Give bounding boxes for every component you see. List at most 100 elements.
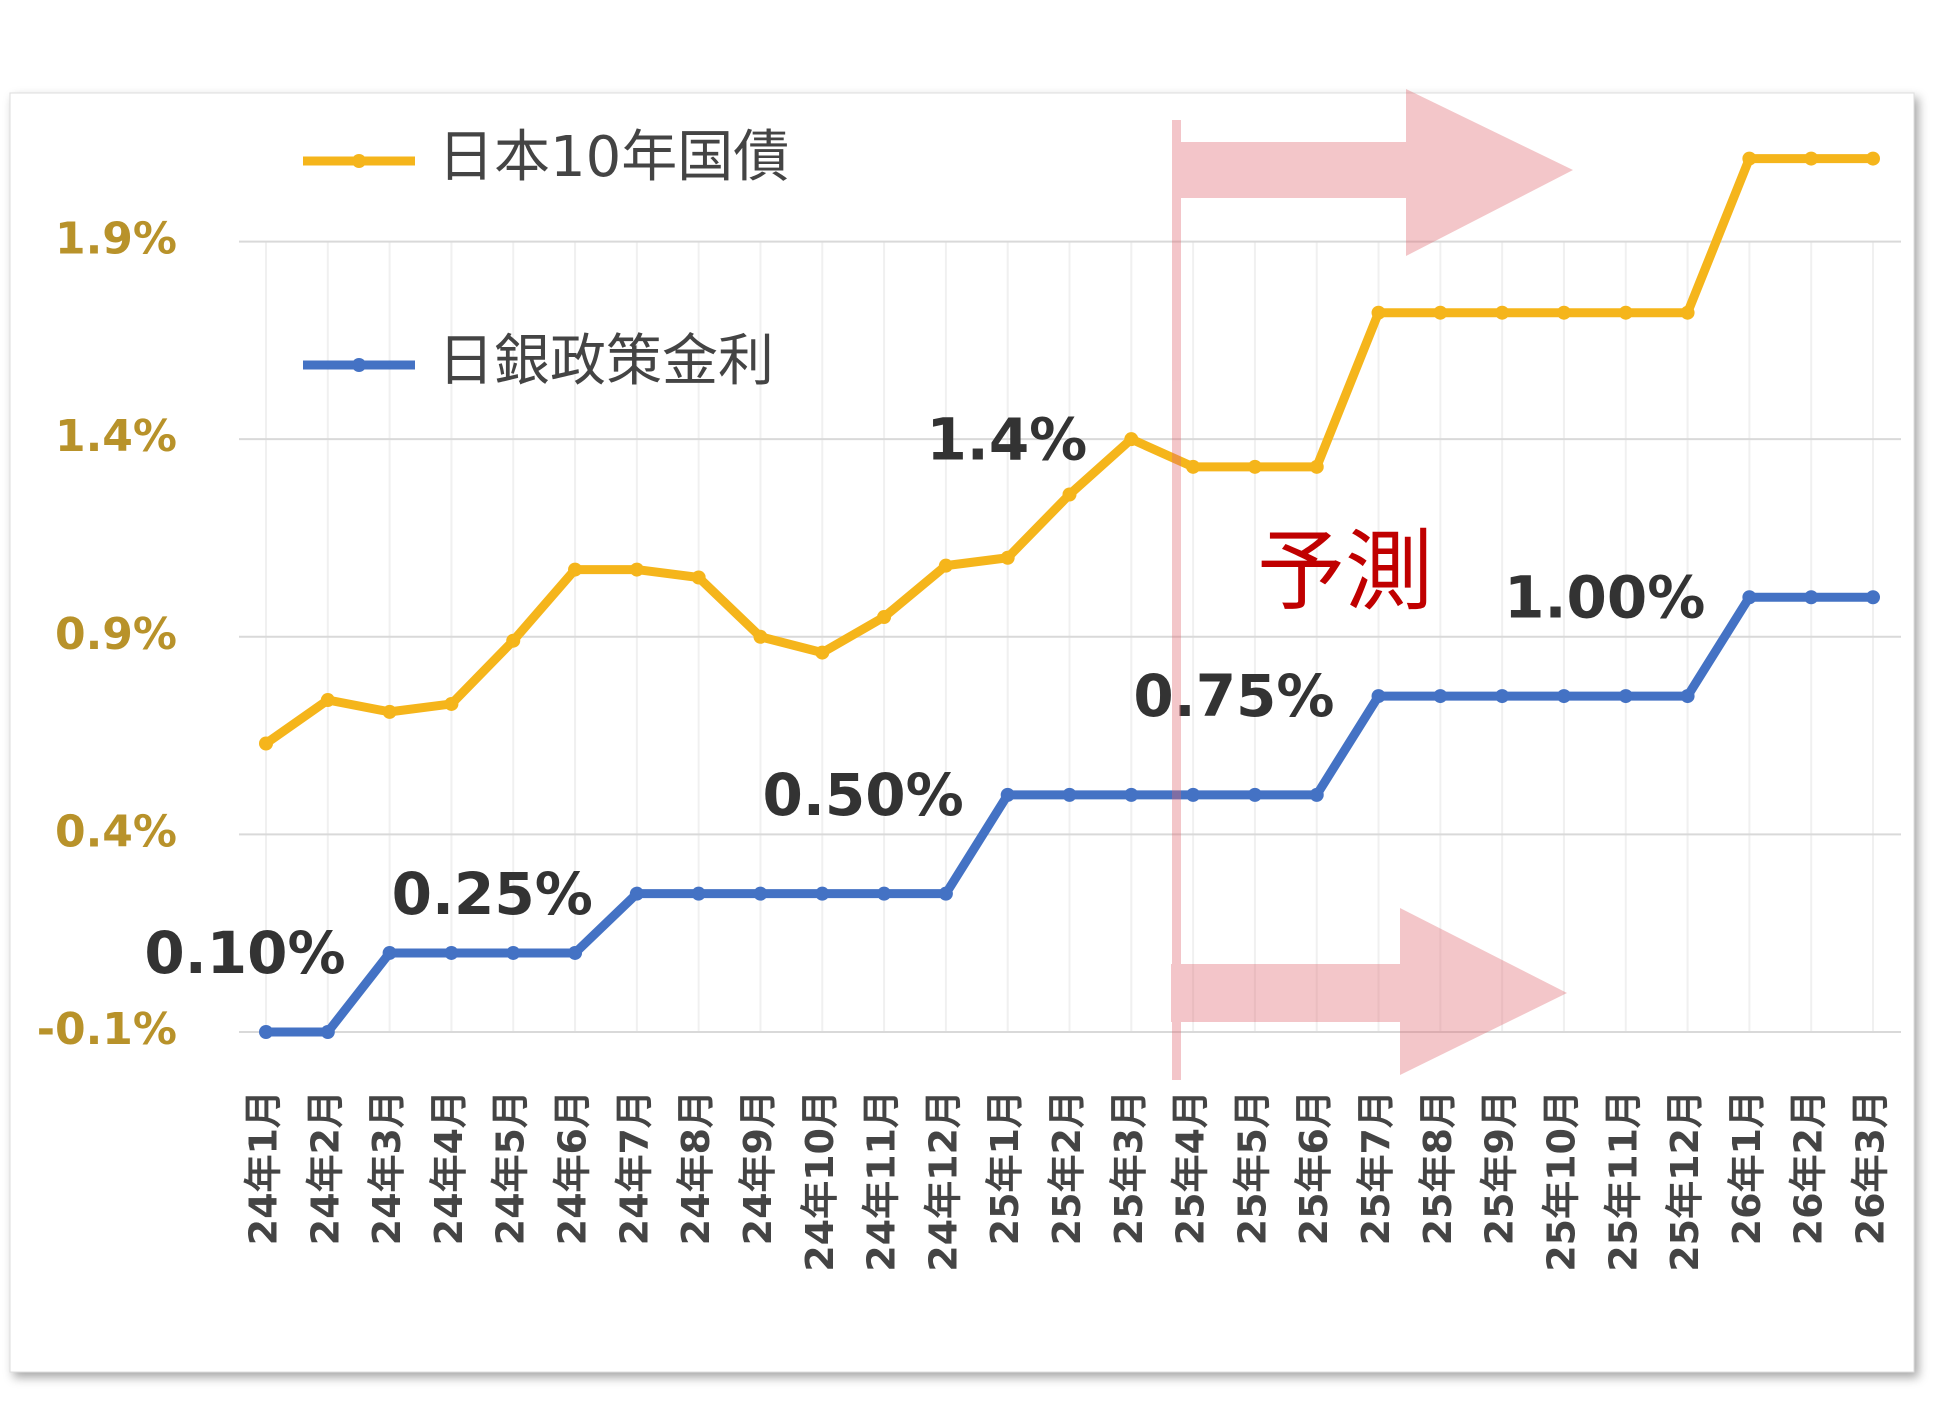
y-tick-label: 0.9% [55, 609, 177, 660]
point [1804, 151, 1819, 166]
x-tick-label: 24年2月 [303, 1090, 347, 1245]
point [1247, 787, 1262, 802]
forecast-marker [1171, 89, 1573, 1080]
legend-label: 日銀政策金利 [438, 329, 774, 394]
point [1124, 432, 1139, 447]
point [1309, 787, 1324, 802]
point [382, 704, 397, 719]
legend-label: 日本10年国債 [438, 125, 789, 190]
legend-swatch-marker [352, 358, 366, 372]
data-label: 0.25% [392, 860, 593, 928]
x-tick-label: 24年4月 [427, 1090, 471, 1245]
x-tick-label: 24年3月 [365, 1090, 409, 1245]
y-tick-label: 1.4% [55, 411, 177, 462]
point [1186, 787, 1201, 802]
point [568, 945, 583, 960]
x-tick-label: 25年8月 [1416, 1090, 1460, 1245]
x-tick-label: 24年7月 [612, 1090, 656, 1245]
x-tick-label: 24年6月 [551, 1090, 595, 1245]
point [1804, 590, 1819, 605]
point [259, 1025, 273, 1039]
point [1186, 459, 1201, 474]
x-tick-label: 25年6月 [1292, 1090, 1336, 1245]
x-tick-label: 25年2月 [1045, 1090, 1089, 1245]
point [382, 945, 397, 960]
point [1556, 689, 1571, 704]
point [444, 696, 459, 711]
x-tick-label: 26年3月 [1849, 1090, 1893, 1245]
point [320, 693, 335, 708]
point [1618, 305, 1633, 320]
point [1433, 305, 1448, 320]
x-tick-label: 24年10月 [798, 1090, 842, 1272]
data-label: 0.10% [144, 919, 345, 987]
point [1000, 787, 1015, 802]
point [1062, 487, 1077, 502]
point [1866, 590, 1880, 605]
point [629, 886, 644, 901]
point [691, 570, 706, 585]
point [877, 610, 892, 625]
point [1495, 305, 1510, 320]
y-tick-label: 1.9% [55, 214, 177, 265]
point [753, 886, 768, 901]
point [815, 645, 830, 660]
x-tick-label: 25年12月 [1663, 1090, 1707, 1272]
point [1680, 305, 1695, 320]
point [259, 736, 273, 751]
point [877, 886, 892, 901]
x-tick-label: 24年11月 [860, 1090, 904, 1272]
point [1495, 689, 1510, 704]
x-tick-label: 24年5月 [489, 1090, 533, 1245]
data-label: 1.00% [1504, 563, 1705, 631]
x-tick-label: 24年12月 [921, 1090, 965, 1272]
forecast-label: 予測 [1257, 520, 1433, 623]
point [320, 1025, 335, 1039]
point [815, 886, 830, 901]
point [1433, 689, 1448, 704]
point [1742, 590, 1757, 605]
forecast-divider [1172, 120, 1181, 1080]
x-tick-label: 24年9月 [736, 1090, 780, 1245]
point [691, 886, 706, 901]
data-label: 1.4% [926, 405, 1087, 473]
point [1124, 787, 1139, 802]
point [506, 633, 521, 648]
x-tick-label: 25年5月 [1230, 1090, 1274, 1245]
x-tick-label: 25年4月 [1169, 1090, 1213, 1245]
x-tick-label: 24年1月 [242, 1090, 286, 1245]
point [1371, 689, 1386, 704]
x-tick-label: 25年1月 [983, 1090, 1027, 1245]
point [1742, 151, 1757, 166]
forecast-arrow [1177, 89, 1573, 256]
x-tick-label: 25年7月 [1354, 1090, 1398, 1245]
point [444, 945, 459, 960]
data-label: 0.50% [762, 761, 963, 829]
point [1556, 305, 1571, 320]
x-tick-label: 25年11月 [1601, 1090, 1645, 1272]
plot-area: -0.1% 0.4% 0.9% 1.4% 1.9% 24年1月 24年2月 24年3月 24年4… [37, 125, 1901, 1272]
point [506, 945, 521, 960]
legend-swatch-marker [352, 154, 366, 168]
point [568, 562, 583, 577]
point [629, 562, 644, 577]
point [1866, 151, 1880, 166]
point [1618, 689, 1633, 704]
x-tick-label: 24年8月 [674, 1090, 718, 1245]
x-tick-label: 25年9月 [1478, 1090, 1522, 1245]
point [1000, 550, 1015, 565]
point [1309, 459, 1324, 474]
y-tick-label: 0.4% [55, 806, 177, 857]
point [1062, 787, 1077, 802]
point [938, 886, 953, 901]
point [1371, 305, 1386, 320]
point [938, 558, 953, 573]
point [1680, 689, 1695, 704]
forecast-arrow [1171, 908, 1567, 1075]
x-tick-label: 26年2月 [1787, 1090, 1831, 1245]
data-label: 0.75% [1133, 662, 1334, 730]
y-tick-label: -0.1% [37, 1004, 177, 1055]
point [753, 629, 768, 644]
x-tick-label: 25年10月 [1539, 1090, 1583, 1272]
